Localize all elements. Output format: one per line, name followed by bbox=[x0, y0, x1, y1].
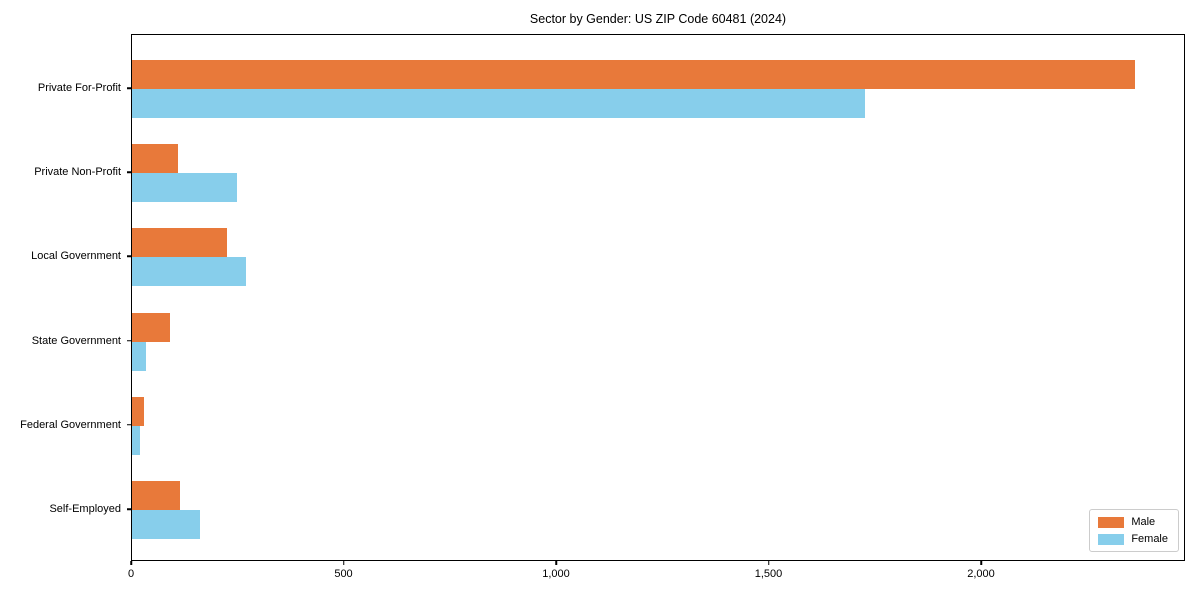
x-tick-mark-1000 bbox=[555, 561, 557, 565]
bar-female-self-employed bbox=[132, 510, 201, 539]
x-tick-mark-2000 bbox=[980, 561, 982, 565]
x-tick-mark-500 bbox=[342, 561, 345, 565]
legend-label-male: Male bbox=[1131, 516, 1156, 528]
y-tick-label-local-government: Local Government bbox=[31, 250, 121, 263]
y-tick-mark-state-government bbox=[127, 339, 131, 342]
bar-female-federal-government bbox=[132, 425, 140, 455]
bar-female-private-for-profit bbox=[132, 89, 866, 118]
y-tick-label-state-government: State Government bbox=[31, 334, 121, 347]
legend-item-female: Female bbox=[1098, 533, 1168, 545]
y-tick-mark-local-government bbox=[127, 255, 131, 258]
y-tick-label-private-for-profit: Private For-Profit bbox=[37, 82, 121, 94]
plot-area: Male Female bbox=[131, 34, 1185, 561]
bar-female-private-non-profit bbox=[132, 173, 237, 203]
x-tick-label-1000: 1,000 bbox=[542, 568, 570, 580]
x-tick-label-2000: 2,000 bbox=[967, 568, 995, 580]
legend-swatch-female bbox=[1098, 533, 1125, 545]
legend-swatch-male bbox=[1098, 516, 1125, 528]
bar-male-federal-government bbox=[132, 396, 144, 426]
y-tick-label-private-non-profit: Private Non-Profit bbox=[34, 166, 121, 179]
bar-male-state-government bbox=[132, 312, 171, 342]
y-tick-label-federal-government: Federal Government bbox=[20, 418, 121, 431]
bar-male-local-government bbox=[132, 228, 228, 258]
y-tick-mark-self-employed bbox=[127, 508, 131, 510]
legend-item-male: Male bbox=[1098, 516, 1168, 528]
bar-female-local-government bbox=[132, 257, 246, 287]
y-tick-mark-federal-government bbox=[127, 424, 131, 426]
x-tick-label-0: 0 bbox=[127, 568, 135, 580]
y-tick-mark-private-for-profit bbox=[127, 87, 131, 89]
legend: Male Female bbox=[1089, 509, 1179, 552]
bar-male-private-non-profit bbox=[132, 144, 178, 174]
chart-title: Sector by Gender: US ZIP Code 60481 (202… bbox=[529, 12, 787, 26]
x-tick-label-500: 500 bbox=[334, 568, 353, 580]
bar-female-state-government bbox=[132, 341, 146, 371]
x-tick-label-1500: 1,500 bbox=[754, 568, 783, 580]
bar-male-private-for-profit bbox=[132, 60, 1135, 89]
y-tick-label-self-employed: Self-Employed bbox=[49, 503, 121, 515]
legend-label-female: Female bbox=[1131, 533, 1168, 545]
bar-male-self-employed bbox=[132, 481, 180, 510]
y-tick-mark-private-non-profit bbox=[127, 171, 131, 173]
x-tick-mark-1500 bbox=[767, 561, 770, 565]
x-tick-mark-0 bbox=[130, 561, 132, 565]
